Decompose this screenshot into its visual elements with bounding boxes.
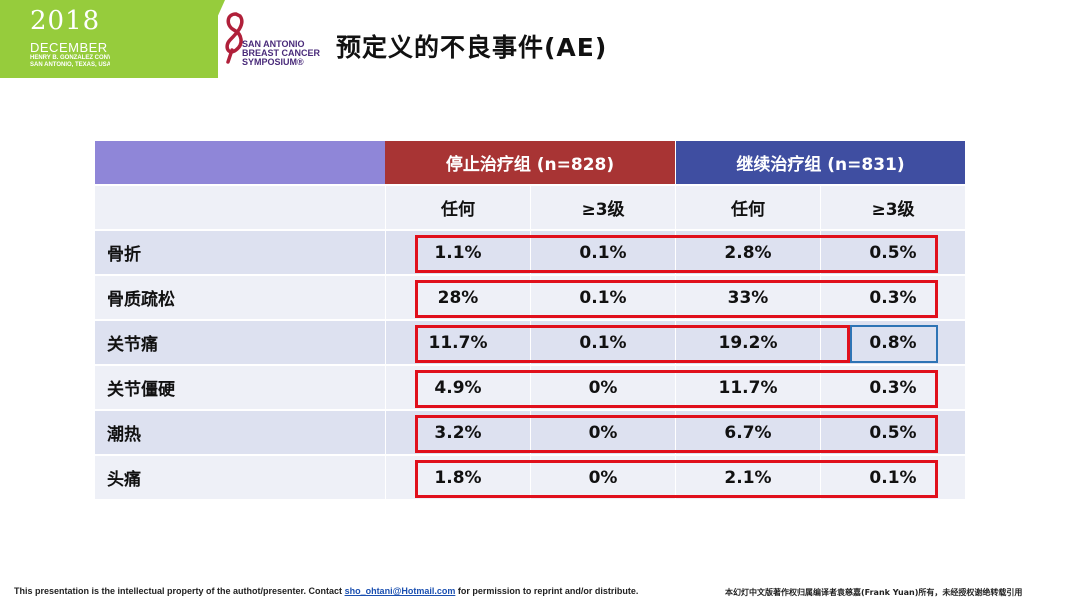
- row-label: 骨质疏松: [95, 276, 385, 319]
- table-cell: 0%: [530, 411, 675, 454]
- footer-copyright: This presentation is the intellectual pr…: [14, 586, 638, 596]
- table-cell: 1.1%: [385, 231, 530, 274]
- subheader-corner: [95, 186, 385, 229]
- row-label: 头痛: [95, 456, 385, 499]
- subheader-row: 任何 ≥3级 任何 ≥3级: [95, 186, 965, 229]
- conference-year: 2018: [30, 6, 101, 36]
- table-cell: 33%: [675, 276, 820, 319]
- venue-line-2: SAN ANTONIO, TEXAS, USA: [30, 62, 112, 68]
- contact-email-link[interactable]: sho_ohtani@Hotmail.com: [344, 586, 456, 596]
- logo-text: SAN ANTONIO BREAST CANCER SYMPOSIUM®: [242, 39, 321, 67]
- subheader-stop-any: 任何: [385, 186, 530, 229]
- table-row: 骨质疏松 28% 0.1% 33% 0.3%: [95, 276, 965, 319]
- table-cell: 0%: [530, 366, 675, 409]
- table-row: 潮热 3.2% 0% 6.7% 0.5%: [95, 411, 965, 454]
- table-cell: 0%: [530, 456, 675, 499]
- stop-treatment-group-header: 停止治疗组 (n=828): [385, 141, 675, 184]
- table-cell: 0.8%: [820, 321, 965, 364]
- row-label: 骨折: [95, 231, 385, 274]
- table-cell: 11.7%: [675, 366, 820, 409]
- table-cell: 0.3%: [820, 366, 965, 409]
- venue-line-1: HENRY B. GONZALEZ CONVENTION CENTER,: [30, 55, 163, 61]
- subheader-stop-grade3: ≥3级: [530, 186, 675, 229]
- table-row: 关节僵硬 4.9% 0% 11.7% 0.3%: [95, 366, 965, 409]
- table-cell: 0.1%: [530, 231, 675, 274]
- ribbon-logo-icon: [225, 12, 244, 64]
- continue-treatment-group-header: 继续治疗组 (n=831): [675, 141, 965, 184]
- table-cell: 0.1%: [820, 456, 965, 499]
- table-cell: 1.8%: [385, 456, 530, 499]
- footer-prefix: This presentation is the intellectual pr…: [14, 586, 345, 596]
- table-cell: 4.9%: [385, 366, 530, 409]
- table-cell: 0.5%: [820, 231, 965, 274]
- table-cell: 6.7%: [675, 411, 820, 454]
- row-label: 关节僵硬: [95, 366, 385, 409]
- footer-translation-note: 本幻灯中文版著作权归属编译者袁慈嘉(Frank Yuan)所有，未经授权谢绝转载…: [725, 588, 1023, 597]
- table-cell: 0.1%: [530, 321, 675, 364]
- conference-date: DECEMBER 4-8: [30, 40, 133, 55]
- subheader-continue-any: 任何: [675, 186, 820, 229]
- table-row: 关节痛 11.7% 0.1% 19.2% 0.8%: [95, 321, 965, 364]
- table-cell: 11.7%: [385, 321, 530, 364]
- corner-cell: [95, 141, 385, 184]
- banner-arrow-shape: [110, 0, 225, 78]
- table-cell: 28%: [385, 276, 530, 319]
- table-row: 头痛 1.8% 0% 2.1% 0.1%: [95, 456, 965, 499]
- sabcs-logo: SAN ANTONIO BREAST CANCER SYMPOSIUM®: [220, 10, 320, 70]
- table-row: 骨折 1.1% 0.1% 2.8% 0.5%: [95, 231, 965, 274]
- row-label: 潮热: [95, 411, 385, 454]
- slide-title: 预定义的不良事件(AE): [336, 33, 608, 62]
- footer-suffix: for permission to reprint and/or distrib…: [455, 586, 639, 596]
- table-cell: 0.1%: [530, 276, 675, 319]
- table-cell: 2.8%: [675, 231, 820, 274]
- subheader-continue-grade3: ≥3级: [820, 186, 965, 229]
- table-cell: 0.3%: [820, 276, 965, 319]
- table-cell: 19.2%: [675, 321, 820, 364]
- table-cell: 3.2%: [385, 411, 530, 454]
- table-cell: 0.5%: [820, 411, 965, 454]
- group-header-row: 停止治疗组 (n=828) 继续治疗组 (n=831): [95, 141, 965, 184]
- conference-venue: HENRY B. GONZALEZ CONVENTION CENTER, SAN…: [30, 55, 180, 69]
- table-cell: 2.1%: [675, 456, 820, 499]
- row-label: 关节痛: [95, 321, 385, 364]
